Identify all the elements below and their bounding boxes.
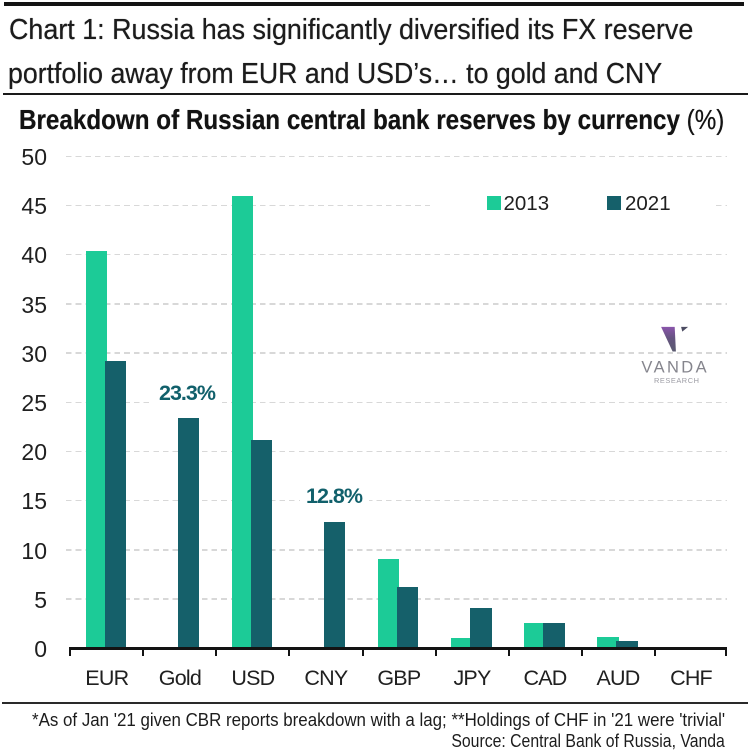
svg-text:RESEARCH: RESEARCH <box>654 376 699 385</box>
svg-text:VANDA: VANDA <box>641 358 709 376</box>
